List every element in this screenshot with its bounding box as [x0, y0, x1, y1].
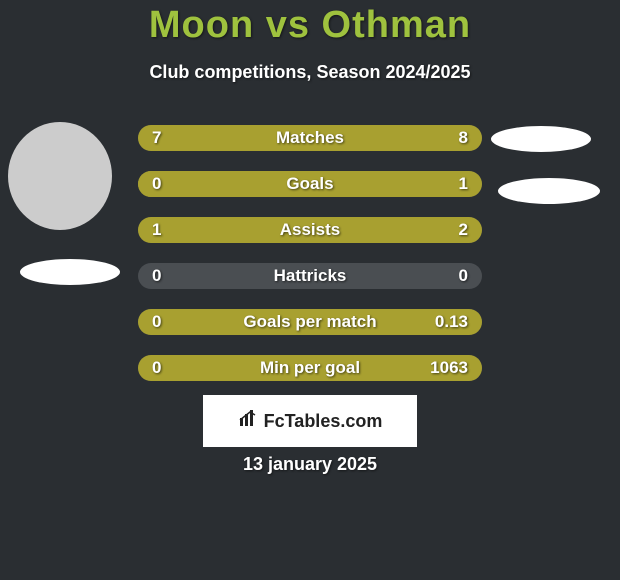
comparison-infographic: Moon vs Othman Club competitions, Season… [0, 0, 620, 580]
stat-label: Min per goal [138, 355, 482, 381]
chart-icon [238, 408, 258, 434]
stat-row: 00.13Goals per match [138, 309, 482, 335]
stat-label: Hattricks [138, 263, 482, 289]
logo-text: FcTables.com [264, 411, 383, 432]
player-left-avatar [8, 122, 112, 230]
stat-row: 01063Min per goal [138, 355, 482, 381]
stat-label: Assists [138, 217, 482, 243]
page-title: Moon vs Othman [0, 4, 620, 47]
source-logo: FcTables.com [203, 395, 417, 447]
subtitle: Club competitions, Season 2024/2025 [0, 62, 620, 83]
stat-row: 12Assists [138, 217, 482, 243]
player-left-name-oval [20, 259, 120, 285]
stat-row: 01Goals [138, 171, 482, 197]
stat-label: Goals [138, 171, 482, 197]
footer-date: 13 january 2025 [0, 454, 620, 475]
stat-row: 78Matches [138, 125, 482, 151]
stat-label: Goals per match [138, 309, 482, 335]
player-right-name-oval [498, 178, 600, 204]
player-right-avatar-oval [491, 126, 591, 152]
stat-label: Matches [138, 125, 482, 151]
stat-row: 00Hattricks [138, 263, 482, 289]
stat-bars-container: 78Matches 01Goals 12Assists 00Hattricks 00.1… [138, 125, 482, 401]
